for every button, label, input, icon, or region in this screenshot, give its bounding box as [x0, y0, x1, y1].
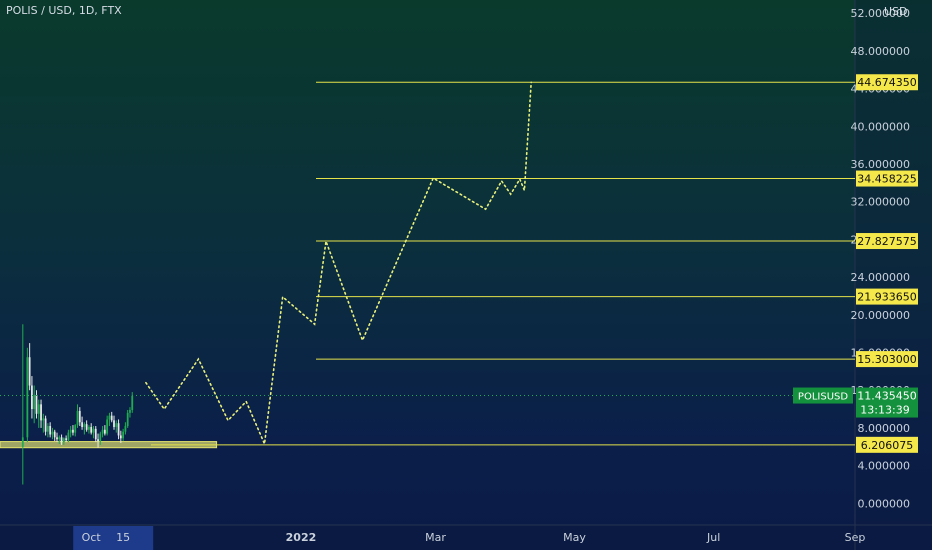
candle-body	[62, 438, 65, 443]
candle-body	[94, 428, 97, 440]
candle-body	[101, 429, 104, 434]
candle-body	[119, 435, 122, 439]
candle-body	[53, 431, 56, 438]
y-tick-label: 0.000000	[858, 497, 911, 510]
candle-body	[58, 437, 61, 440]
x-tick-label: Sep	[845, 531, 866, 544]
x-tick-label: May	[563, 531, 586, 544]
candle-body	[40, 404, 42, 421]
symbol-label-bg	[793, 387, 853, 404]
y-tick-label: 48.000000	[851, 45, 911, 58]
candle-body	[49, 426, 52, 435]
level-label: 27.827575	[857, 235, 917, 248]
candle-body	[106, 419, 109, 434]
candle-body	[44, 418, 47, 432]
candle-body	[117, 423, 120, 436]
level-label-bg	[856, 436, 918, 453]
candle-body	[51, 431, 54, 435]
candle-body	[83, 424, 86, 427]
x-tick-label: Oct	[82, 531, 102, 544]
candle-body	[88, 426, 90, 430]
candle-body	[35, 394, 38, 414]
level-label-bg	[856, 288, 918, 305]
candle-body	[92, 428, 95, 433]
symbol-label: POLISUSD	[798, 392, 848, 403]
level-label: 15.303000	[857, 353, 917, 366]
level-label-bg	[856, 170, 918, 187]
y-tick-label: 32.000000	[851, 196, 911, 209]
candle-body	[110, 415, 113, 421]
y-tick-label: 4.000000	[858, 460, 911, 473]
level-label: 34.458225	[857, 173, 917, 186]
candle-body	[129, 410, 131, 413]
y-tick-label: 40.000000	[851, 120, 911, 133]
candle-body	[81, 422, 83, 427]
y-tick-label: 8.000000	[858, 422, 911, 435]
x-tick-label: 15	[116, 531, 130, 544]
candle-body	[33, 394, 36, 410]
candle-body	[21, 437, 24, 447]
candle-body	[74, 425, 77, 433]
y-tick-label: 24.000000	[851, 271, 911, 284]
y-tick-label: 20.000000	[851, 309, 911, 322]
candle-body	[124, 426, 127, 432]
price-label: 11.435450	[857, 390, 917, 403]
candle-body	[76, 410, 79, 426]
level-label-bg	[856, 233, 918, 250]
candle-body	[42, 418, 45, 421]
candle-body	[31, 385, 33, 410]
candle-body	[122, 431, 125, 439]
candle-body	[26, 357, 29, 438]
candle-body	[37, 404, 40, 414]
candle-body	[126, 412, 129, 427]
level-label: 21.933650	[857, 291, 917, 304]
candle-body	[85, 424, 88, 430]
candle-body	[97, 439, 99, 442]
x-tick-label: Mar	[425, 531, 446, 544]
candle-body	[78, 410, 81, 423]
candle-body	[90, 426, 93, 433]
level-label: 6.206075	[861, 439, 914, 452]
y-axis-panel	[855, 0, 932, 550]
candle-body	[67, 432, 70, 441]
x-tick-label: Jul	[706, 531, 720, 544]
candle-body	[65, 438, 68, 441]
y-tick-label: 36.000000	[851, 158, 911, 171]
candle-body	[56, 437, 58, 440]
candle-body	[103, 429, 106, 434]
countdown-label: 13:13:39	[860, 404, 909, 417]
candle-body	[131, 395, 134, 411]
candle-body	[115, 423, 118, 427]
candle-body	[46, 426, 49, 432]
candle-body	[69, 429, 72, 433]
level-label: 44.674350	[857, 76, 917, 89]
level-label-bg	[856, 351, 918, 368]
x-tick-highlight	[73, 526, 154, 550]
projection-path	[145, 81, 533, 447]
candle-body	[72, 429, 74, 433]
x-axis-panel	[0, 525, 932, 550]
x-tick-label: 2022	[286, 531, 317, 544]
candle-body	[99, 433, 102, 442]
candle-body	[113, 420, 115, 427]
price-label-bg	[856, 387, 918, 418]
candle-body	[108, 415, 111, 420]
y-tick-label: 52.000000	[851, 7, 911, 20]
candle-body	[60, 437, 63, 443]
level-label-bg	[856, 74, 918, 91]
currency-unit: USD	[884, 5, 908, 18]
candle-body	[28, 357, 31, 386]
chart-title: POLIS / USD, 1D, FTX	[6, 4, 122, 17]
